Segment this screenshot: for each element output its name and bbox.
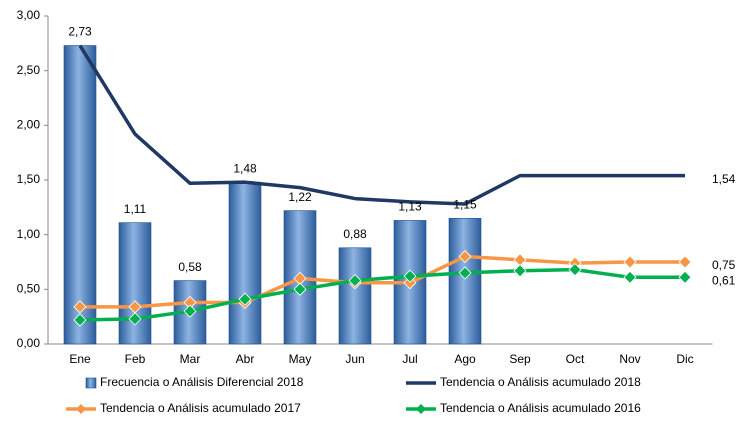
line bbox=[80, 254, 685, 309]
x-tick-label: Feb bbox=[125, 352, 146, 366]
data-label: 1,15 bbox=[453, 197, 477, 211]
marker bbox=[183, 304, 197, 318]
x-tick-label: Ene bbox=[69, 352, 91, 366]
marker bbox=[458, 266, 472, 280]
x-tick-label: Abr bbox=[236, 352, 255, 366]
bar bbox=[448, 217, 482, 345]
data-label: 1,48 bbox=[233, 161, 257, 175]
marker bbox=[238, 292, 252, 306]
y-tick-label: 1,50 bbox=[17, 172, 41, 186]
line bbox=[78, 44, 685, 206]
marker bbox=[513, 264, 527, 278]
x-tick-label: Jul bbox=[402, 352, 417, 366]
marker bbox=[293, 282, 307, 296]
y-tick-label: 3,00 bbox=[17, 8, 41, 22]
marker bbox=[623, 270, 637, 284]
data-label: 0,58 bbox=[178, 260, 202, 274]
line bbox=[79, 267, 685, 322]
marker bbox=[678, 255, 692, 269]
data-label: 1,54 bbox=[712, 172, 736, 186]
data-label: 1,13 bbox=[398, 200, 422, 214]
y-tick-label: 0,00 bbox=[17, 336, 41, 350]
x-tick-label: Nov bbox=[619, 352, 640, 366]
legend-marker bbox=[76, 404, 86, 414]
x-tick-label: May bbox=[289, 352, 312, 366]
data-label: 0,61 bbox=[712, 273, 736, 287]
data-label: 1,22 bbox=[288, 190, 312, 204]
legend-label: Tendencia o Análisis acumulado 2016 bbox=[440, 401, 641, 415]
bar bbox=[228, 181, 262, 345]
marker bbox=[458, 249, 472, 264]
y-tick-label: 1,00 bbox=[17, 227, 41, 241]
data-label: 0,75 bbox=[712, 258, 736, 272]
bar bbox=[63, 45, 97, 345]
marker bbox=[623, 255, 637, 269]
y-tick-label: 0,50 bbox=[17, 282, 41, 296]
marker bbox=[678, 270, 692, 284]
bar bbox=[338, 247, 372, 345]
x-tick-label: Oct bbox=[566, 352, 585, 366]
legend-marker bbox=[416, 404, 426, 414]
x-tick-label: Sep bbox=[509, 352, 531, 366]
data-label: 2,73 bbox=[68, 25, 92, 39]
bar bbox=[118, 222, 152, 345]
y-tick-label: 2,50 bbox=[17, 63, 41, 77]
x-tick-label: Jun bbox=[345, 352, 364, 366]
data-label: 1,11 bbox=[124, 202, 147, 216]
x-tick-label: Mar bbox=[180, 352, 201, 366]
marker bbox=[513, 253, 527, 267]
marker bbox=[403, 269, 417, 283]
x-tick-label: Ago bbox=[454, 352, 476, 366]
marker bbox=[348, 274, 362, 288]
marker bbox=[73, 313, 87, 327]
y-tick-label: 2,00 bbox=[17, 118, 41, 132]
marker bbox=[568, 263, 582, 277]
legend-label: Tendencia o Análisis acumulado 2017 bbox=[100, 401, 301, 415]
legend-label: Tendencia o Análisis acumulado 2018 bbox=[440, 375, 641, 389]
x-tick-label: Dic bbox=[676, 352, 693, 366]
legend-label: Frecuencia o Análisis Diferencial 2018 bbox=[100, 375, 304, 389]
marker bbox=[128, 312, 142, 326]
marker bbox=[73, 300, 87, 314]
legend-swatch bbox=[85, 377, 97, 389]
data-label: 0,88 bbox=[343, 227, 367, 241]
